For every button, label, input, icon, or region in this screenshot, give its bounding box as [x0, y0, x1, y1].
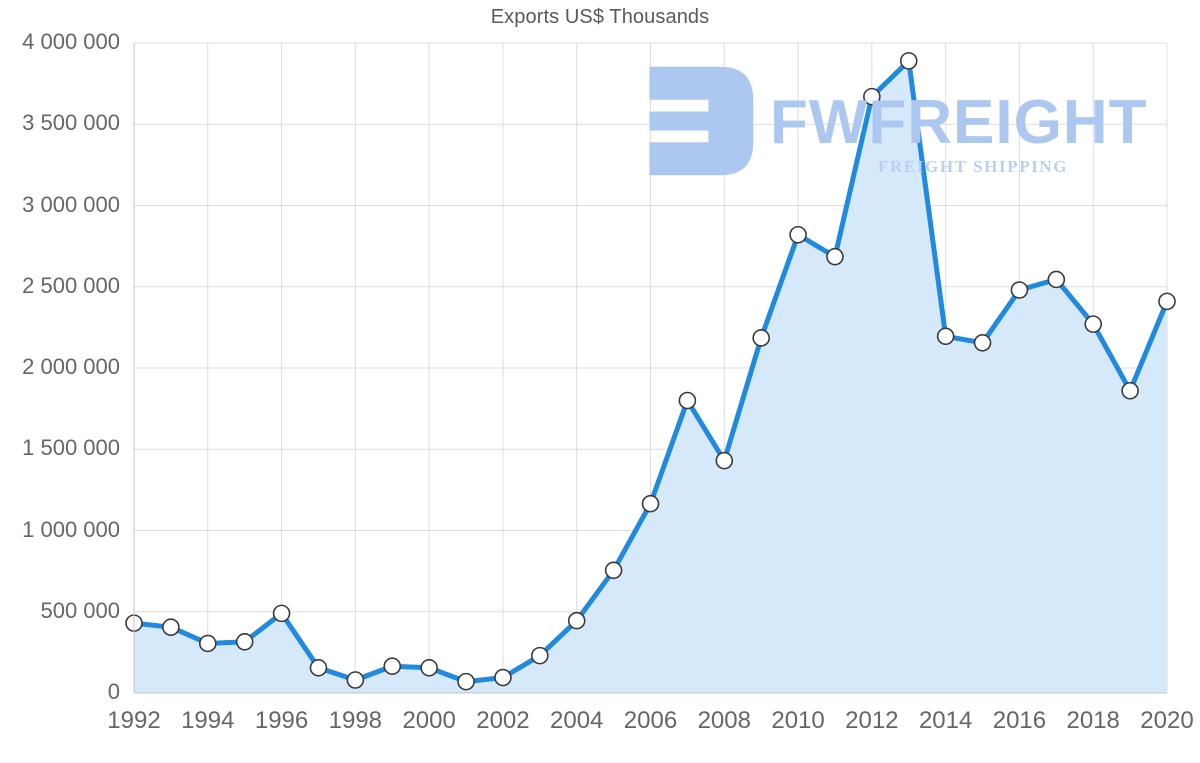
x-axis-tick-label: 2012 — [845, 707, 899, 734]
data-point-marker[interactable] — [715, 451, 734, 470]
data-point-marker[interactable] — [567, 611, 586, 630]
data-point-marker[interactable] — [678, 391, 697, 410]
data-point-marker[interactable] — [1047, 270, 1066, 289]
x-axis-tick-label: 1992 — [107, 707, 161, 734]
data-point-marker[interactable] — [383, 657, 402, 675]
data-point-markers — [125, 52, 1176, 691]
chart-title: Exports US$ Thousands — [490, 6, 710, 28]
area-fill — [134, 60, 1167, 693]
data-point-marker[interactable] — [1158, 292, 1176, 311]
data-point-marker[interactable] — [641, 494, 660, 513]
y-axis-tick-label: 1 500 000 — [22, 435, 120, 461]
data-point-marker[interactable] — [826, 247, 844, 266]
data-point-marker[interactable] — [899, 52, 918, 70]
data-point-marker[interactable] — [1084, 315, 1103, 333]
x-axis-tick-label: 1998 — [328, 707, 383, 734]
y-axis-tick-label: 1 000 000 — [22, 516, 120, 542]
y-axis-tick-label: 3 000 000 — [22, 191, 120, 217]
x-axis-tick-label: 2020 — [1140, 707, 1194, 734]
x-axis-tick-label: 1994 — [181, 707, 235, 734]
x-axis-tick-label: 2016 — [992, 707, 1047, 734]
data-point-marker[interactable] — [346, 671, 365, 689]
data-point-marker[interactable] — [1121, 381, 1139, 400]
x-axis-tick-label: 2004 — [550, 707, 604, 734]
data-point-marker[interactable] — [1010, 281, 1029, 299]
data-point-marker[interactable] — [936, 327, 955, 346]
axis-lines — [133, 43, 1167, 694]
y-axis-tick-label: 4 000 000 — [22, 29, 120, 54]
data-point-marker[interactable] — [863, 87, 881, 106]
y-axis-tick-label: 2 000 000 — [22, 354, 120, 379]
y-axis-tick-label: 0 — [107, 679, 120, 704]
data-point-marker[interactable] — [272, 604, 291, 623]
y-axis-tick-label: 500 000 — [40, 597, 120, 623]
data-point-marker[interactable] — [198, 634, 217, 653]
data-point-marker[interactable] — [531, 646, 549, 665]
data-point-marker[interactable] — [752, 329, 770, 347]
data-point-marker[interactable] — [604, 561, 623, 580]
data-point-marker[interactable] — [235, 633, 254, 651]
y-axis-tick-label: 2 500 000 — [22, 272, 120, 298]
data-point-marker[interactable] — [162, 618, 180, 636]
x-axis-tick-label: 2002 — [476, 707, 530, 734]
x-axis-tick-label: 2018 — [1066, 707, 1120, 734]
x-axis-tick-label: 2006 — [623, 707, 678, 734]
data-point-marker[interactable] — [309, 659, 328, 677]
x-axis-tick-label: 2000 — [402, 707, 456, 734]
data-point-marker[interactable] — [789, 225, 807, 244]
x-axis-tick-label: 1996 — [254, 707, 309, 734]
data-point-marker[interactable] — [973, 334, 992, 352]
x-axis-tick-label: 2010 — [771, 707, 825, 734]
data-point-marker[interactable] — [494, 668, 512, 687]
x-axis-tick-label: 2008 — [697, 707, 751, 734]
x-axis-tick-label: 2014 — [918, 707, 973, 734]
data-point-marker[interactable] — [457, 672, 475, 691]
data-point-marker[interactable] — [420, 659, 438, 677]
y-axis-tick-label: 3 500 000 — [22, 110, 120, 136]
